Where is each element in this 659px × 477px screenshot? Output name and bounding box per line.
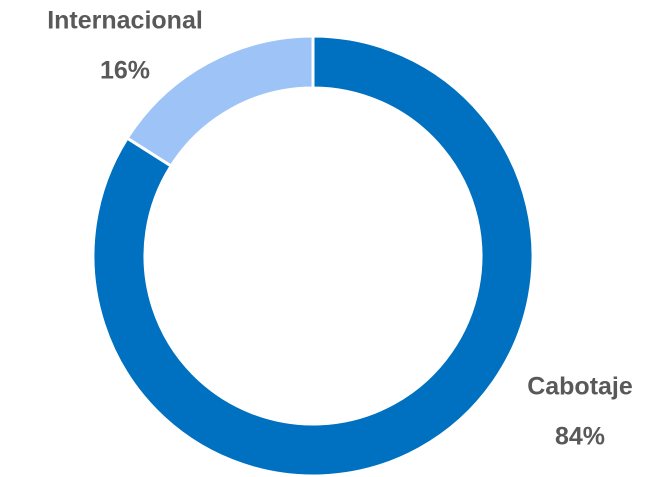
value-label: 16% — [100, 57, 150, 85]
category-label: Cabotaje — [527, 373, 633, 401]
category-label: Internacional — [47, 7, 203, 35]
donut-segment — [125, 34, 315, 169]
donut-segment — [91, 34, 535, 477]
value-label: 84% — [555, 423, 605, 451]
